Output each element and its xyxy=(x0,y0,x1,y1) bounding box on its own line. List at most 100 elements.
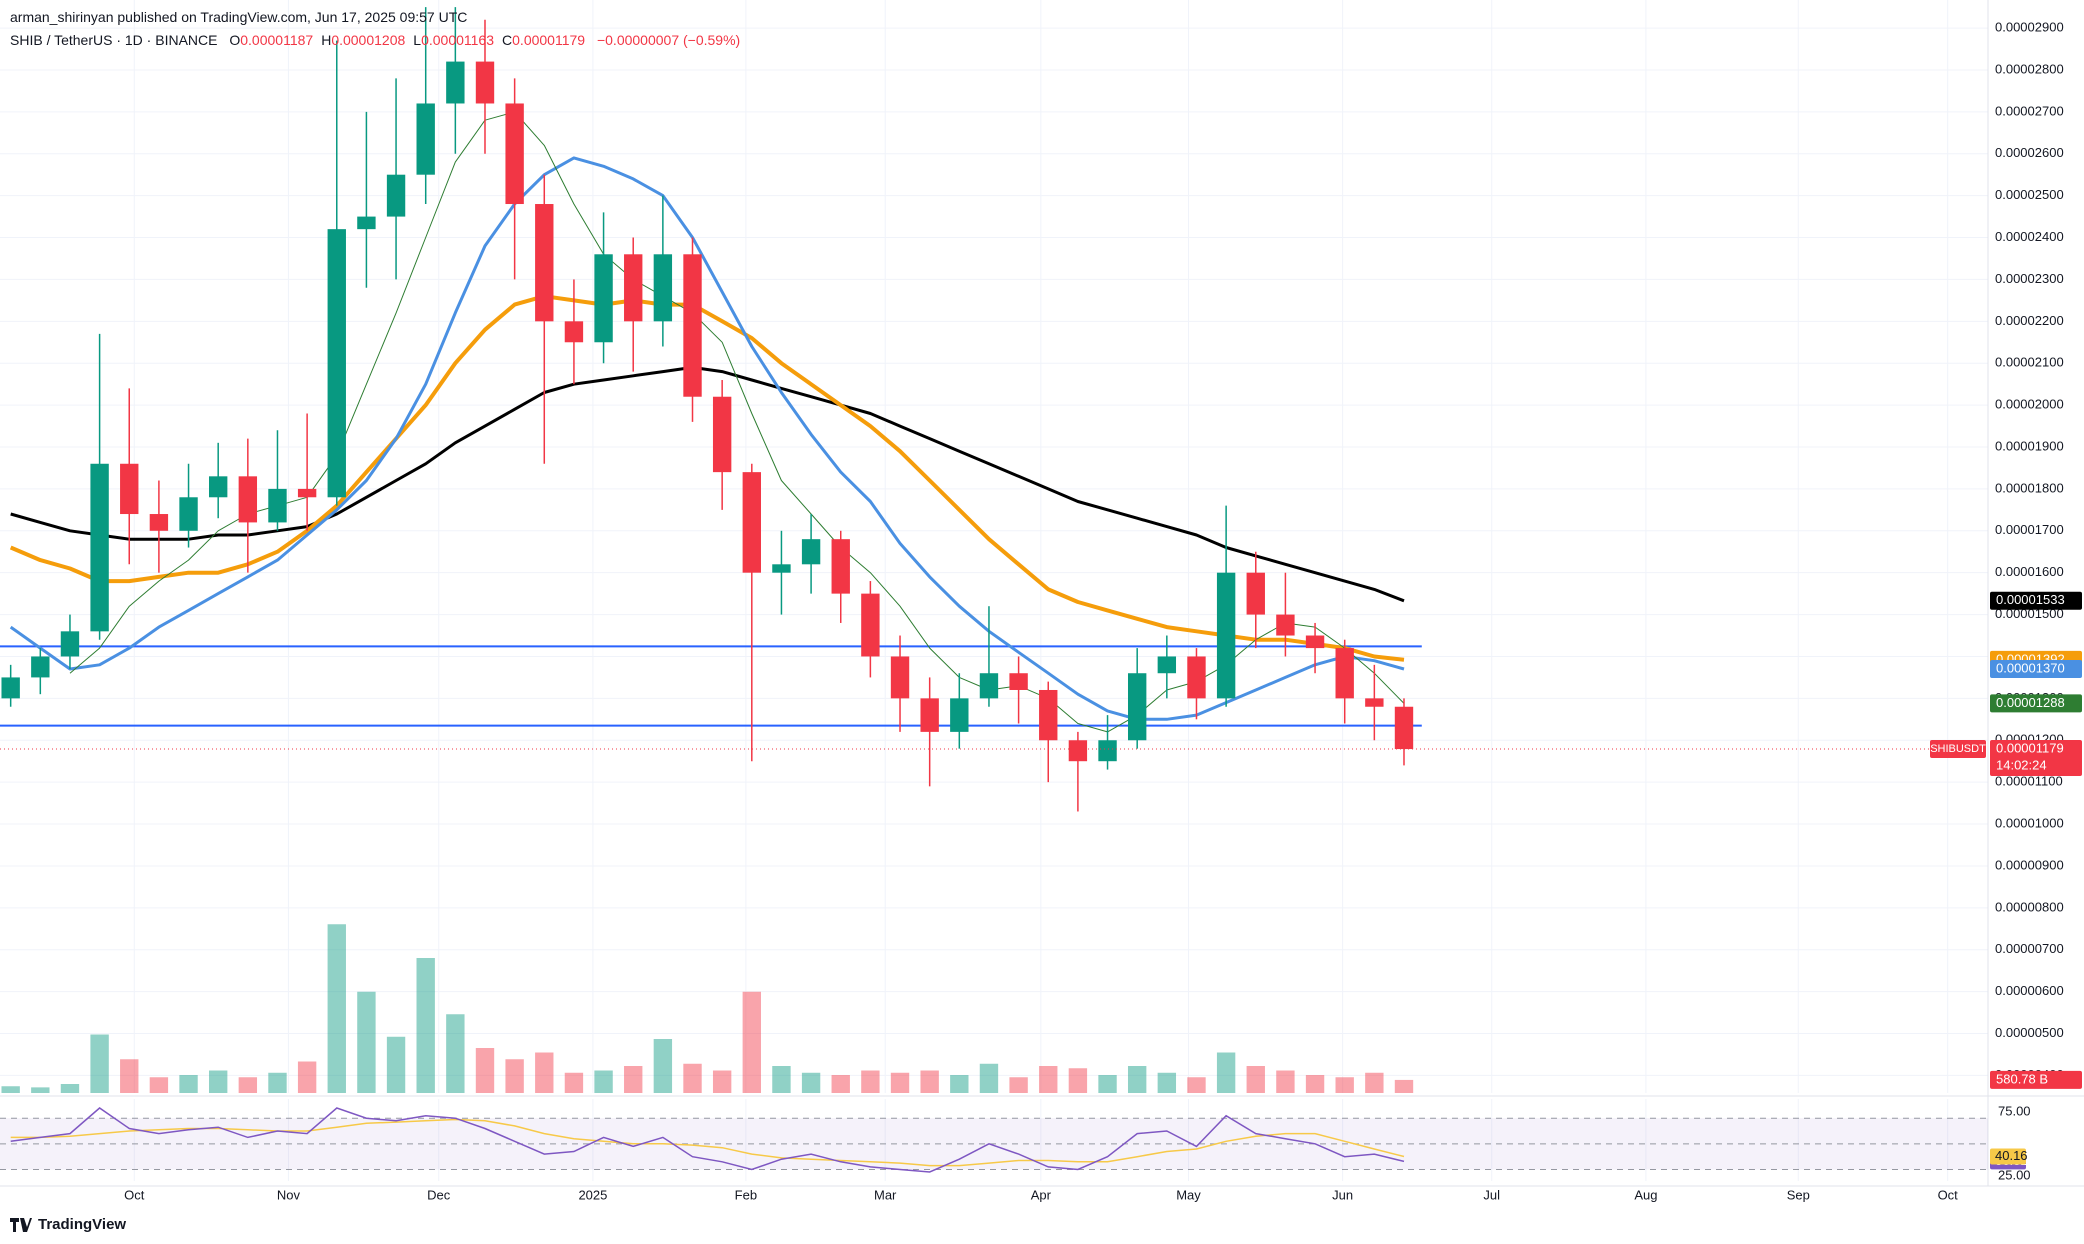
candle-body xyxy=(60,631,80,657)
price-tag-label: 580.78 B xyxy=(1996,1071,2048,1086)
x-tick-label: Apr xyxy=(1031,1187,1052,1202)
volume-bar xyxy=(653,1039,673,1093)
price-tag-label: 0.00001288 xyxy=(1996,695,2065,710)
volume-bar xyxy=(535,1052,554,1093)
x-tick-label: Jun xyxy=(1332,1187,1353,1202)
price-tag-label: 0.00001370 xyxy=(1996,660,2065,675)
symbol: SHIB / TetherUS · 1D · BINANCE xyxy=(10,32,218,48)
candle-body xyxy=(1305,635,1325,649)
volume-bar xyxy=(268,1072,287,1093)
volume-bar xyxy=(1068,1068,1088,1093)
volume-bar xyxy=(416,958,435,1093)
volume-bar xyxy=(979,1063,999,1093)
candle-body xyxy=(505,103,524,205)
volume xyxy=(1,924,1414,1093)
candle-body xyxy=(475,61,495,104)
y-tick-label: 0.00000600 xyxy=(1995,983,2064,998)
header: arman_shirinyan published on TradingView… xyxy=(10,6,740,52)
volume-bar xyxy=(861,1070,880,1093)
ohlc-key: O xyxy=(229,32,241,48)
volume-bar xyxy=(179,1075,198,1093)
candle-body xyxy=(890,656,910,699)
candle-body xyxy=(979,673,999,699)
price-tag xyxy=(1990,740,2082,777)
volume-bar xyxy=(950,1075,969,1093)
price-tag-label: 0.00001179 xyxy=(1996,740,2064,755)
y-tick-label: 0.00000800 xyxy=(1995,899,2064,914)
candle-body xyxy=(1039,689,1058,741)
volume-bar xyxy=(1335,1077,1354,1093)
volume-bar xyxy=(31,1087,50,1093)
x-tick-label: 2025 xyxy=(578,1187,607,1202)
price-tag xyxy=(1990,694,2082,713)
candle-body xyxy=(1157,656,1177,674)
volume-bar xyxy=(208,1070,228,1093)
ohlc-value: 0.00001187 xyxy=(240,32,314,48)
x-tick-label: Feb xyxy=(735,1187,757,1202)
candle-body xyxy=(357,216,376,230)
candle-body xyxy=(1,677,20,699)
candle-body xyxy=(831,539,850,594)
moving-average xyxy=(9,294,1405,662)
price-tag xyxy=(1990,591,2082,610)
ohlc: O0.00001187 H0.00001208 L0.00001163 C0.0000… xyxy=(221,32,585,48)
y-tick-label: 0.00000700 xyxy=(1995,941,2064,956)
x-tick-label: Mar xyxy=(874,1187,897,1202)
ohlc-value: 0.00001208 xyxy=(331,32,406,48)
footer: TradingView xyxy=(10,1216,126,1233)
volume-bar xyxy=(1216,1052,1236,1093)
candle-body xyxy=(742,472,761,573)
candle-body xyxy=(268,488,287,523)
volume-bar xyxy=(149,1077,169,1093)
x-tick-label: Dec xyxy=(427,1187,451,1202)
y-tick-label: 0.00000900 xyxy=(1995,857,2064,872)
candle-body xyxy=(712,396,732,473)
axes: Oct Nov Dec 2025 Feb Mar Apr May Jun Jul Aug Sep Oct… xyxy=(0,0,2084,1202)
volume-bar xyxy=(742,991,761,1093)
rsi-tick-label: 25.00 xyxy=(1998,1167,2031,1182)
volume-bar xyxy=(712,1070,732,1093)
countdown: 14:02:24 xyxy=(1996,757,2047,772)
symbol-tag xyxy=(1930,740,1986,759)
y-tick-label: 0.00002300 xyxy=(1995,271,2064,286)
y-tick-label: 0.00002000 xyxy=(1995,397,2064,412)
volume-bar xyxy=(564,1072,584,1093)
change: −0.00000007 (−0.59%) xyxy=(596,32,741,48)
y-tick-label: 0.00001700 xyxy=(1995,522,2064,537)
candle-body xyxy=(1098,740,1117,762)
candle-body xyxy=(1068,740,1088,762)
rsi-line xyxy=(10,1118,1405,1167)
volume-bar xyxy=(357,991,376,1093)
rsi-tag xyxy=(1990,1148,2026,1165)
candle-body xyxy=(535,204,554,322)
candle-body xyxy=(1127,673,1147,741)
candle-body xyxy=(297,488,317,498)
volume-bar xyxy=(624,1066,643,1093)
candle-body xyxy=(683,254,702,397)
ohlc-key: H xyxy=(321,32,332,48)
y-tick-label: 0.00002400 xyxy=(1995,229,2064,244)
moving-average xyxy=(69,111,1405,733)
x-tick-label: May xyxy=(1176,1187,1201,1202)
brand: TradingView xyxy=(38,1216,127,1233)
volume-bar xyxy=(120,1059,139,1093)
x-tick-label: Oct xyxy=(124,1187,145,1202)
candle-body xyxy=(90,463,109,632)
volume-bar xyxy=(1098,1075,1117,1093)
price-tag xyxy=(1990,660,2082,679)
volume-bar xyxy=(1127,1066,1147,1093)
y-tick-label: 0.00001100 xyxy=(1995,774,2063,789)
candle-body xyxy=(624,254,643,322)
candle-body xyxy=(564,321,584,343)
volume-bar xyxy=(683,1063,702,1093)
moving-average xyxy=(9,156,1405,721)
candle-body xyxy=(1276,614,1295,636)
volume-bar xyxy=(1305,1075,1325,1093)
y-tick-label: 0.00002800 xyxy=(1995,61,2064,76)
candle-body xyxy=(31,656,50,678)
volume-bar xyxy=(238,1077,258,1093)
candle-body xyxy=(238,476,258,523)
candle-body xyxy=(653,254,673,322)
ohlc-value: 0.00001179 xyxy=(512,32,586,48)
